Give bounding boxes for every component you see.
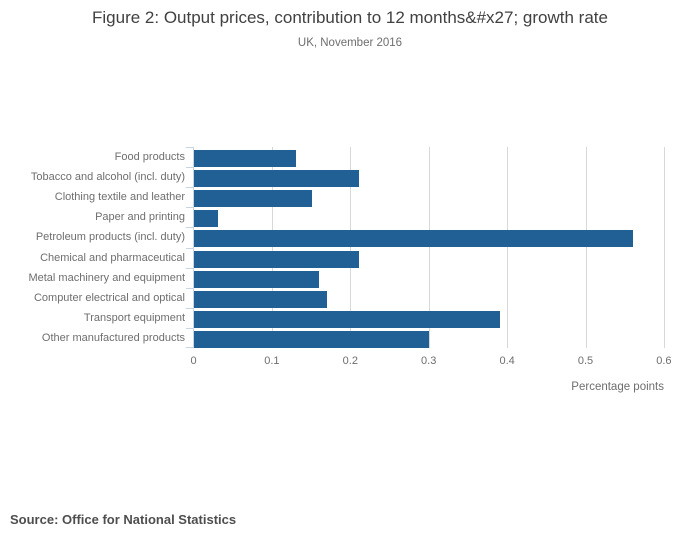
y-axis-tick [186,267,193,269]
y-axis-tick [186,147,193,148]
chart-subtitle: UK, November 2016 [297,37,403,49]
category-label: Transport equipment [83,311,185,324]
x-tick-label: 0.4 [499,355,515,367]
category-label: Chemical and pharmaceutical [40,251,185,264]
x-tick-label: 0 [190,355,197,367]
bar [194,250,359,268]
bar [194,170,359,188]
category-label: Paper and printing [95,211,185,224]
category-label: Tobacco and alcohol (incl. duty) [30,171,185,184]
y-axis-tick [186,307,193,309]
bar [194,310,500,328]
category-label: Computer electrical and optical [33,291,185,304]
bar [194,270,320,288]
x-axis-title: Percentage points [571,381,664,393]
chart-title: Figure 2: Output prices, contribution to… [92,8,608,27]
plot-area [186,147,675,348]
x-tick-label: 0.2 [342,355,358,367]
gridline [585,147,587,348]
y-axis-tick [186,287,193,289]
category-label: Metal machinery and equipment [28,271,185,284]
y-axis-tick [186,247,193,249]
bar [194,190,312,208]
source-note: Source: Office for National Statistics [10,512,237,527]
gridline [271,147,273,348]
bar [194,330,430,348]
gridline [507,147,509,348]
y-axis-tick [186,327,193,329]
bar [194,210,218,228]
y-axis-tick [186,347,193,348]
x-tick-label: 0.6 [656,355,672,367]
y-axis-tick [186,167,193,169]
bar [194,290,328,308]
category-label: Food products [114,151,185,163]
gridline [663,147,665,348]
gridline [428,147,430,348]
x-tick-label: 0.1 [264,355,280,367]
y-axis-tick [186,187,193,189]
y-axis-tick [186,207,193,209]
gridline [350,147,352,348]
x-tick-label: 0.3 [421,355,437,367]
category-label: Petroleum products (incl. duty) [35,231,185,244]
category-label: Other manufactured products [41,331,185,344]
y-axis-tick [186,227,193,229]
x-tick-label: 0.5 [577,355,594,367]
bar [194,230,634,248]
category-label: Clothing textile and leather [54,191,185,204]
bar [194,150,296,167]
